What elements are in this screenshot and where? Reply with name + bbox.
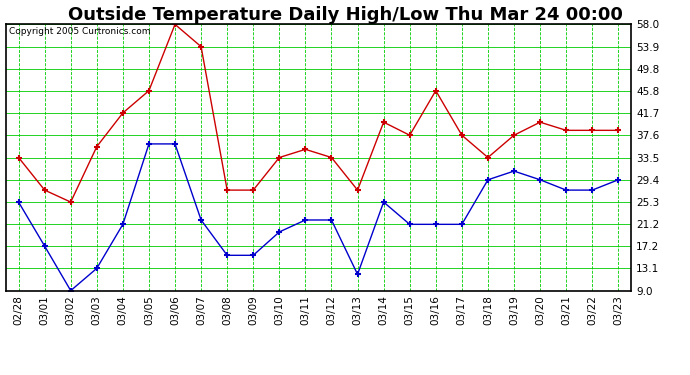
Text: Outside Temperature Daily High/Low Thu Mar 24 00:00: Outside Temperature Daily High/Low Thu M…	[68, 6, 622, 24]
Text: Copyright 2005 Curtronics.com: Copyright 2005 Curtronics.com	[9, 27, 150, 36]
